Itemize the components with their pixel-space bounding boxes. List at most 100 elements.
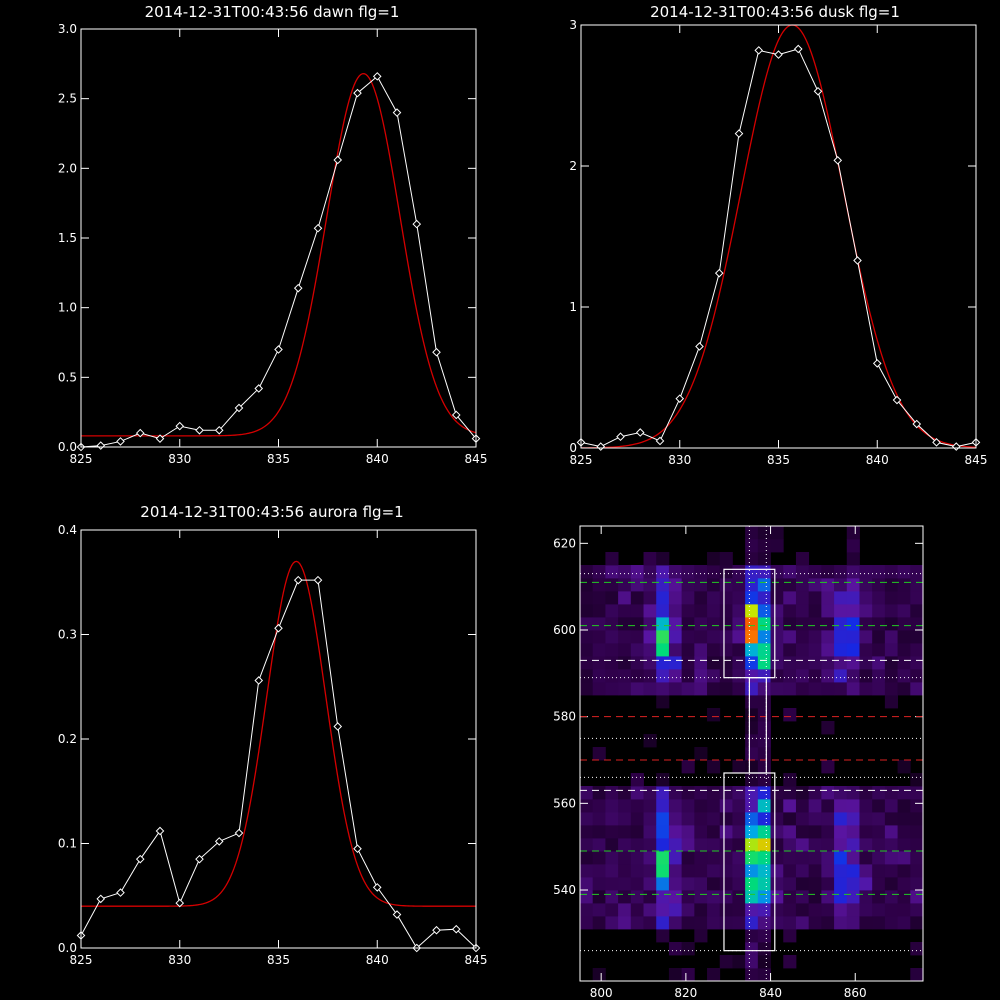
heatmap-cell [783, 890, 797, 904]
heatmap-cell [821, 565, 835, 579]
heatmap-cell [592, 604, 606, 618]
heatmap-cell [732, 786, 746, 800]
heatmap-cell [592, 630, 606, 644]
heatmap-cell [732, 760, 746, 774]
heatmap-cell [707, 838, 721, 852]
heatmap-cell [618, 851, 632, 865]
aurora-axis-ticks: 825 830 835 840 845 0.0 0.1 0.2 0.3 0.4 [58, 523, 488, 967]
dawn-data-point [234, 403, 244, 413]
heatmap-cell [910, 968, 924, 982]
heatmap-cell [643, 916, 657, 930]
heatmap-cell [897, 903, 911, 917]
heatmap-cell [884, 656, 898, 670]
heatmap-cell [719, 890, 733, 904]
dusk-data-point [872, 359, 882, 368]
heatmap-cell [872, 864, 886, 878]
heatmap-cell [884, 695, 898, 709]
dusk-data-point [774, 50, 783, 59]
heatmap-cell [656, 773, 670, 787]
heatmap-cell [859, 786, 873, 800]
heatmap-cell [656, 617, 670, 631]
heatmap-cell [846, 890, 860, 904]
heatmap-cell [884, 799, 898, 813]
heatmap-cell [707, 877, 721, 891]
heatmap-cell [605, 630, 619, 644]
heatmap-cell [618, 838, 632, 852]
heatmap-cell [630, 773, 644, 787]
heatmap-cell [834, 578, 848, 592]
heatmap-cell [656, 695, 670, 709]
heatmap-cell [859, 656, 873, 670]
heatmap-cell [897, 565, 911, 579]
heatmap-cell [872, 682, 886, 696]
aurora-data-point [313, 575, 323, 585]
heatmap-cell [656, 643, 670, 657]
heatmap-cell [681, 877, 695, 891]
heatmap-cell [592, 799, 606, 813]
dawn-data-point [175, 421, 185, 431]
dawn-data-point [412, 219, 422, 229]
heatmap-cell [592, 578, 606, 592]
heatmap-cell [694, 825, 708, 839]
heatmap-cell [719, 669, 733, 683]
dawn-ytick-label: 2.5 [58, 92, 77, 106]
heatmap-cell [910, 604, 924, 618]
heatmap-cell [745, 721, 759, 735]
heatmap-cell [859, 825, 873, 839]
heatmap-cell [897, 630, 911, 644]
heatmap-cell [795, 630, 810, 644]
heatmap-cell [757, 682, 771, 696]
heatmap-cell [694, 565, 708, 579]
heatmap-cell [580, 864, 594, 878]
heatmap-cell [846, 825, 860, 839]
heatmap-cell [910, 864, 924, 878]
heatmap-cell [846, 903, 860, 917]
heatmap-cell [783, 630, 797, 644]
image-ytick-label: 580 [553, 710, 576, 724]
heatmap-cell [643, 734, 657, 748]
heatmap-cell [757, 734, 771, 748]
heatmap-cell [580, 682, 594, 696]
heatmap-cell [757, 565, 771, 579]
heatmap-cell [745, 656, 759, 670]
heatmap-cell [745, 565, 759, 579]
dusk-spectrum-panel: 2014-12-31T00:43:56 dusk flg=1 825 830 835… [569, 3, 987, 467]
heatmap-cell [910, 942, 924, 956]
dawn-data-point [293, 283, 303, 293]
heatmap-cell [694, 669, 708, 683]
heatmap-cell [745, 526, 759, 540]
heatmap-cell [694, 916, 708, 930]
heatmap-cell [618, 916, 632, 930]
heatmap-cell [821, 851, 835, 865]
heatmap-cell [872, 565, 886, 579]
heatmap-cell [732, 955, 746, 969]
heatmap-cell [757, 916, 771, 930]
heatmap-cell [770, 864, 784, 878]
heatmap-cell [592, 656, 606, 670]
heatmap-cell [707, 643, 721, 657]
heatmap-cell [795, 604, 810, 618]
dawn-ytick-label: 1.0 [58, 301, 77, 315]
heatmap-cell [745, 552, 759, 566]
heatmap-cell [707, 760, 721, 774]
heatmap-cell [580, 877, 594, 891]
heatmap-cell [707, 604, 721, 618]
heatmap-cell [694, 656, 708, 670]
heatmap-cell [808, 682, 822, 696]
heatmap-cell [897, 604, 911, 618]
heatmap-cell [770, 916, 784, 930]
heatmap-cell [630, 799, 644, 813]
heatmap-cell [846, 591, 860, 605]
heatmap-cell [592, 591, 606, 605]
heatmap-cell [618, 903, 632, 917]
heatmap-cell [834, 591, 848, 605]
heatmap-cell [910, 890, 924, 904]
heatmap-cell [795, 682, 810, 696]
heatmap-cell [630, 591, 644, 605]
heatmap-cell [580, 578, 594, 592]
heatmap-cell [668, 604, 683, 618]
heatmap-cell [808, 669, 822, 683]
heatmap-cell [745, 903, 759, 917]
heatmap-cell [770, 825, 784, 839]
heatmap-cell [643, 838, 657, 852]
